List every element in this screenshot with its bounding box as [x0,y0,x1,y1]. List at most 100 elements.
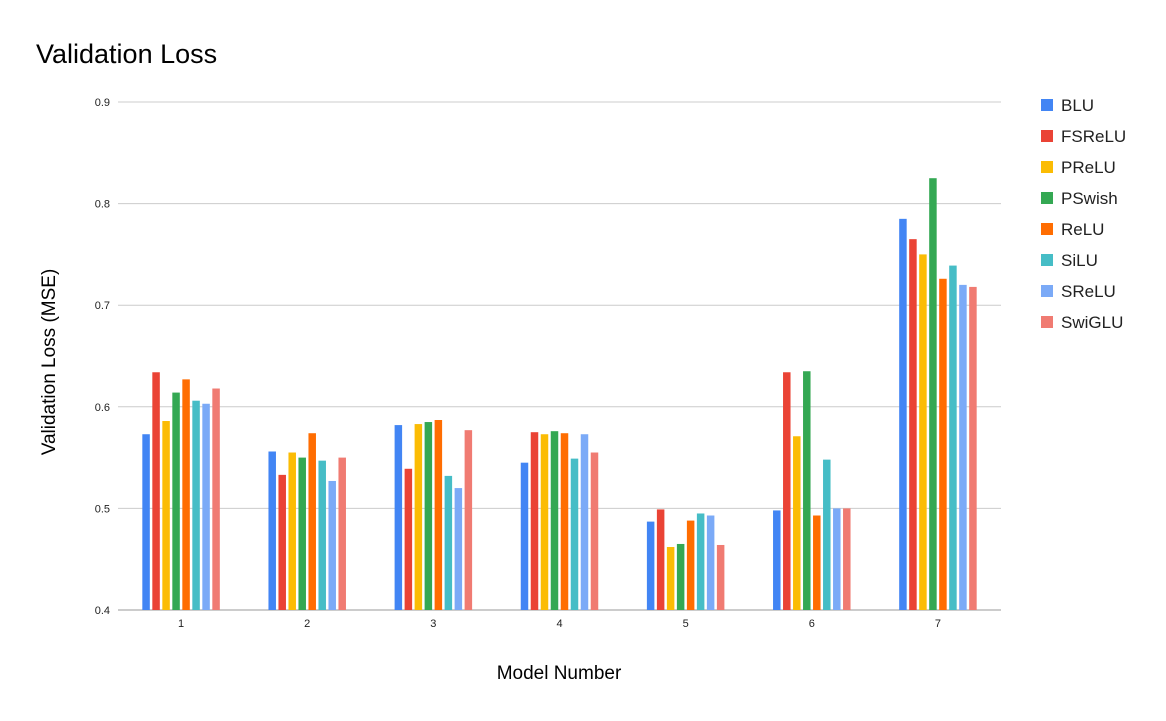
legend-swatch [1041,192,1053,204]
bar-blu-5: BLU: 0.487 [646,521,655,610]
bar-silu-7: SiLU: 0.739 [949,265,957,610]
bar-srelu-6: SReLU: 0.5 [833,508,841,610]
bar-silu-6: SiLU: 0.548 [823,459,831,610]
bar-blu-4: BLU: 0.545 [520,462,529,610]
y-tick-label: 0.8 [95,199,110,211]
bar-swiglu-7: SwiGLU: 0.718 [969,286,977,610]
bar-srelu-4: SReLU: 0.573 [580,434,589,610]
bar-swiglu-6: SwiGLU: 0.5 [843,508,851,610]
gridlines [118,101,1001,611]
legend-swatch [1041,254,1053,266]
bar-blu-1: BLU: 0.573 [142,434,150,610]
bar-pswish-4: PSwish: 0.576 [550,431,559,610]
x-tick-label: 6 [809,618,815,630]
bar-swiglu-3: SwiGLU: 0.577 [464,430,473,610]
bar-prelu-7: PReLU: 0.75 [919,254,927,610]
bar-silu-4: SiLU: 0.549 [570,458,579,610]
legend[interactable]: BLU FSReLU PReLU PSwish ReLU SiLU SReLU SwiGLU [1041,96,1126,332]
bar-silu-1: SiLU: 0.606 [192,400,200,610]
x-tick-label: 2 [304,618,310,630]
bar-group-3: BLU: 0.582FSReLU: 0.539PReLU: 0.583PSwis… [394,420,473,610]
bar-relu-6: ReLU: 0.493 [813,515,821,610]
bar-swiglu-1: SwiGLU: 0.618 [212,388,220,610]
bar-swiglu-4: SwiGLU: 0.555 [590,452,599,610]
bar-relu-7: ReLU: 0.726 [939,278,947,610]
bar-prelu-1: PReLU: 0.586 [162,421,170,610]
legend-label: SiLU [1061,251,1098,270]
bar-silu-5: SiLU: 0.495 [696,513,705,610]
legend-item-srelu[interactable]: SReLU [1041,282,1116,301]
bar-fsrelu-7: FSReLU: 0.765 [909,239,917,610]
bar-blu-3: BLU: 0.582 [394,425,403,610]
x-tick-label: 3 [430,618,436,630]
legend-label: PSwish [1061,189,1118,208]
y-axis-ticks: 0.4 0.5 0.6 0.7 0.8 0.9 [95,97,110,617]
legend-item-fsrelu[interactable]: FSReLU [1041,127,1126,146]
bar-prelu-3: PReLU: 0.583 [414,424,423,610]
bar-group-6: BLU: 0.498FSReLU: 0.634PReLU: 0.571PSwis… [773,371,851,610]
y-axis-title: Validation Loss (MSE) [39,269,60,456]
legend-label: SReLU [1061,282,1116,301]
bar-fsrelu-1: FSReLU: 0.634 [152,372,160,610]
bar-silu-3: SiLU: 0.532 [444,475,453,610]
bar-srelu-3: SReLU: 0.52 [454,488,463,610]
bar-fsrelu-3: FSReLU: 0.539 [404,468,413,610]
legend-label: FSReLU [1061,127,1126,146]
y-tick-label: 0.4 [95,605,110,617]
legend-label: PReLU [1061,158,1116,177]
bar-blu-2: BLU: 0.556 [268,451,276,610]
x-axis-ticks: 1 2 3 4 5 6 7 [178,618,941,630]
bar-swiglu-5: SwiGLU: 0.464 [716,544,725,610]
bar-pswish-2: PSwish: 0.55 [298,457,306,610]
legend-label: ReLU [1061,220,1104,239]
bar-relu-1: ReLU: 0.627 [182,379,190,610]
x-tick-label: 7 [935,618,941,630]
bar-group-2: BLU: 0.556FSReLU: 0.533PReLU: 0.555PSwis… [268,433,346,610]
x-tick-label: 1 [178,618,184,630]
bar-relu-3: ReLU: 0.587 [434,420,443,610]
bar-blu-7: BLU: 0.785 [899,218,907,610]
bar-pswish-5: PSwish: 0.465 [676,543,685,610]
legend-swatch [1041,161,1053,173]
bar-fsrelu-2: FSReLU: 0.533 [278,474,286,610]
legend-swatch [1041,99,1053,111]
bar-pswish-6: PSwish: 0.635 [803,371,811,610]
bar-relu-5: ReLU: 0.488 [686,520,695,610]
legend-item-relu[interactable]: ReLU [1041,220,1104,239]
bar-swiglu-2: SwiGLU: 0.55 [338,457,346,610]
legend-label: SwiGLU [1061,313,1123,332]
legend-swatch [1041,285,1053,297]
bar-fsrelu-4: FSReLU: 0.575 [530,432,539,610]
legend-item-blu[interactable]: BLU [1041,96,1094,115]
bar-prelu-6: PReLU: 0.571 [793,436,801,610]
y-tick-label: 0.6 [95,402,110,414]
y-tick-label: 0.7 [95,300,110,312]
bar-srelu-1: SReLU: 0.603 [202,403,210,610]
x-axis-title: Model Number [497,663,622,684]
bar-srelu-5: SReLU: 0.493 [706,515,715,610]
bar-silu-2: SiLU: 0.547 [318,460,326,610]
legend-swatch [1041,316,1053,328]
legend-item-silu[interactable]: SiLU [1041,251,1098,270]
bar-prelu-2: PReLU: 0.555 [288,452,296,610]
bar-fsrelu-5: FSReLU: 0.499 [656,509,665,610]
bar-pswish-3: PSwish: 0.585 [424,422,433,610]
legend-item-pswish[interactable]: PSwish [1041,189,1118,208]
legend-item-prelu[interactable]: PReLU [1041,158,1116,177]
chart-title: Validation Loss [36,39,217,69]
bar-srelu-7: SReLU: 0.72 [959,284,967,610]
legend-item-swiglu[interactable]: SwiGLU [1041,313,1123,332]
bar-relu-2: ReLU: 0.574 [308,433,316,610]
y-tick-label: 0.5 [95,503,110,515]
bar-group-5: BLU: 0.487FSReLU: 0.499PReLU: 0.462PSwis… [646,509,725,610]
x-tick-label: 4 [556,618,562,630]
bar-pswish-1: PSwish: 0.614 [172,392,180,610]
bar-group-4: BLU: 0.545FSReLU: 0.575PReLU: 0.573PSwis… [520,431,599,610]
bar-prelu-5: PReLU: 0.462 [666,547,675,610]
bars: BLU: 0.573FSReLU: 0.634PReLU: 0.586PSwis… [142,178,977,610]
bar-group-7: BLU: 0.785FSReLU: 0.765PReLU: 0.75PSwish… [899,178,977,610]
y-tick-label: 0.9 [95,97,110,109]
bar-relu-4: ReLU: 0.574 [560,433,569,610]
